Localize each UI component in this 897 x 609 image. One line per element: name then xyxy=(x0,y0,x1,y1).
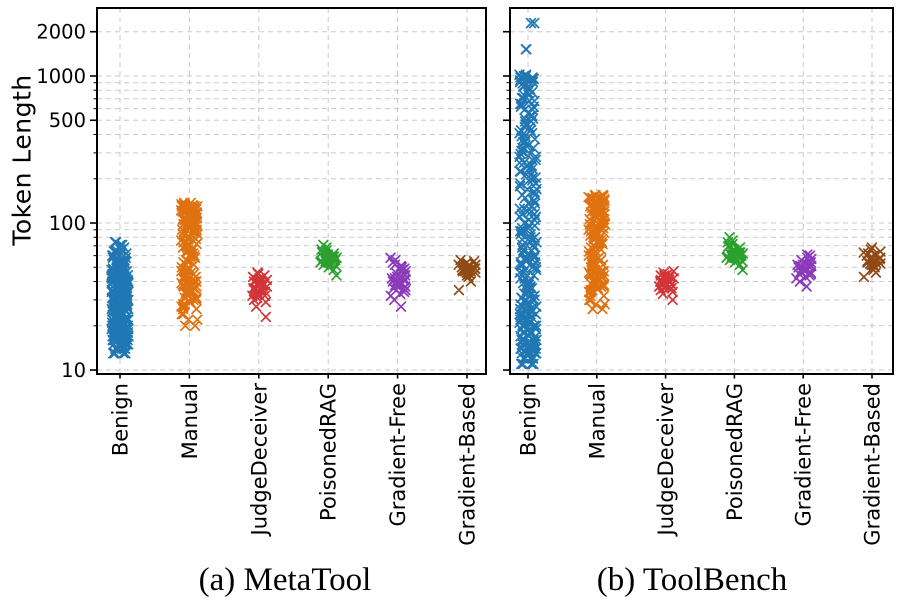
x-tick-label-judgedeceiver: JudgeDeceiver xyxy=(654,383,678,538)
x-tick-label-manual: Manual xyxy=(178,383,202,459)
y-tick-label: 1000 xyxy=(36,65,86,88)
series-a-benign xyxy=(106,236,134,359)
series-b-gradient-free xyxy=(791,249,817,292)
series-a-gradient-free xyxy=(385,252,411,312)
y-tick-label: 2000 xyxy=(36,21,86,44)
x-tick-label-benign: Benign xyxy=(109,383,133,456)
x-tick-label-manual: Manual xyxy=(585,383,609,459)
series-b-poisonedrag xyxy=(721,232,749,276)
series-a-judgedeceiver xyxy=(247,267,273,323)
x-tick-label-gradient-free: Gradient-Free xyxy=(386,383,410,527)
x-tick-label-judgedeceiver: JudgeDeceiver xyxy=(247,383,271,538)
grid-b xyxy=(510,8,893,374)
series-b-judgedeceiver xyxy=(653,265,679,306)
series-a-gradient-based xyxy=(453,254,481,296)
panel-b: Benign Manual JudgeDeceiver PoisonedRAG Grad… xyxy=(503,7,894,546)
ticks-b xyxy=(503,30,873,379)
grid-a xyxy=(97,8,486,374)
series-b-benign xyxy=(514,17,542,370)
x-tick-label-gradient-free: Gradient-Free xyxy=(792,383,816,527)
x-tick-label-benign: Benign xyxy=(517,383,541,456)
series-b-gradient-based xyxy=(858,242,886,283)
y-tick-label: 500 xyxy=(49,109,86,132)
y-tick-label: 100 xyxy=(49,212,86,235)
series-a-poisonedrag xyxy=(315,239,342,281)
series-a-manual xyxy=(175,197,203,332)
caption-metatool: (a) MetaTool xyxy=(198,562,372,598)
x-tick-label-poisonedrag: PoisonedRAG xyxy=(723,383,747,521)
x-tick-label-gradient-based: Gradient-Based xyxy=(456,383,480,546)
y-axis-label: Token Length xyxy=(7,74,37,246)
series-b-manual xyxy=(583,189,611,315)
x-tick-label-poisonedrag: PoisonedRAG xyxy=(317,383,341,521)
plot-border-b xyxy=(509,7,894,375)
plot-border-a xyxy=(96,7,487,375)
y-tick-label: 10 xyxy=(61,359,86,382)
panel-a: 10 100 500 1000 2000 Benign Manual JudgeDeceive… xyxy=(36,7,487,546)
ticks-a xyxy=(90,30,468,379)
caption-toolbench: (b) ToolBench xyxy=(596,562,788,598)
x-tick-label-gradient-based: Gradient-Based xyxy=(861,383,885,546)
